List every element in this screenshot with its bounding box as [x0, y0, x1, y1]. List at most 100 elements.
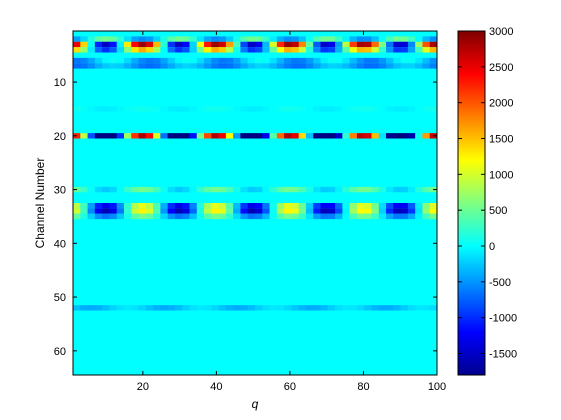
heatmap-cell — [415, 41, 423, 48]
heatmap-cell — [211, 186, 220, 193]
heatmap-cell — [378, 133, 387, 139]
heatmap-cell — [364, 41, 372, 48]
heatmap-cell — [73, 305, 81, 311]
heatmap-cell — [116, 133, 125, 139]
heatmap-cell — [182, 57, 190, 64]
heatmap-cell — [407, 57, 416, 64]
colorbar-tick-label: 1000 — [489, 169, 513, 181]
heatmap-cell — [123, 106, 132, 112]
heatmap-cell — [415, 57, 423, 64]
heatmap-cell — [138, 47, 147, 53]
heatmap-cell — [80, 305, 89, 311]
heatmap-cell — [160, 133, 169, 139]
heatmap-cell — [276, 213, 285, 220]
heatmap-cell — [225, 186, 234, 193]
heatmap-cell — [196, 41, 205, 48]
heatmap-cell — [174, 36, 183, 42]
heatmap-cell — [255, 305, 263, 311]
heatmap-cell — [386, 305, 394, 311]
heatmap-cell — [174, 208, 183, 214]
heatmap-cell — [429, 36, 438, 42]
heatmap-cell — [240, 57, 249, 64]
heatmap-cell — [247, 36, 256, 42]
heatmap-cell — [102, 57, 110, 64]
heatmap-cell — [371, 57, 380, 64]
heatmap-cell — [225, 305, 234, 311]
heatmap-cell — [415, 305, 423, 311]
heatmap-cell — [138, 213, 147, 220]
heatmap-cell — [153, 36, 161, 42]
heatmap-cell — [218, 305, 227, 311]
heatmap-cell — [160, 203, 169, 209]
colorbar-tick-label: -1000 — [489, 313, 517, 325]
heatmap-cell — [393, 36, 402, 42]
heatmap-cell — [94, 208, 103, 214]
heatmap-cell — [305, 41, 314, 48]
heatmap-cell — [269, 133, 278, 139]
heatmap-cell — [284, 106, 292, 112]
heatmap-cell — [400, 106, 409, 112]
heatmap-cell — [407, 203, 416, 209]
heatmap-cell — [247, 203, 256, 209]
heatmap-cell — [327, 41, 336, 48]
heatmap-cell — [196, 305, 205, 311]
heatmap-cell — [313, 213, 322, 220]
heatmap-cell — [218, 47, 227, 53]
heatmap-cell — [393, 41, 402, 48]
heatmap-cell — [364, 57, 372, 64]
heatmap-cell — [116, 47, 125, 53]
heatmap-cell — [262, 203, 271, 209]
heatmap-cell — [167, 305, 176, 311]
heatmap-cell — [87, 305, 96, 311]
heatmap-cell — [298, 41, 307, 48]
y-tick-label: 20 — [54, 131, 66, 143]
heatmap-cell — [145, 133, 154, 139]
colorbar-tick-label: 500 — [489, 205, 507, 217]
heatmap-cell — [145, 186, 154, 193]
y-tick-label: 50 — [54, 292, 66, 304]
heatmap-cell — [109, 133, 118, 139]
heatmap-cell — [131, 41, 140, 48]
heatmap-cell — [138, 186, 147, 193]
heatmap-cell — [233, 36, 241, 42]
heatmap-cell — [415, 47, 423, 53]
heatmap-cell — [269, 106, 278, 112]
heatmap-cell — [262, 106, 271, 112]
heatmap-cell — [342, 305, 351, 311]
heatmap-cell — [284, 47, 292, 53]
colorbar-tick-label: 1500 — [489, 134, 513, 146]
heatmap-cell — [422, 186, 431, 193]
heatmap-cell — [145, 36, 154, 42]
heatmap-cell — [167, 63, 176, 69]
heatmap-cell — [87, 213, 96, 220]
heatmap-cell — [320, 305, 329, 311]
heatmap-cell — [160, 213, 169, 220]
colorbar-ticks: 3000 2500 2000 1500 1000 500 0 -500 -1000 -1500 — [458, 26, 517, 361]
heatmap-cell — [189, 203, 198, 209]
heatmap-cell — [400, 213, 409, 220]
heatmap-cell — [153, 41, 161, 48]
heatmap-cell — [284, 213, 292, 220]
heatmap-cell — [116, 208, 125, 214]
heatmap-cell — [218, 203, 227, 209]
heatmap-cell — [269, 208, 278, 214]
heatmap-cell — [291, 203, 300, 209]
heatmap-cell — [94, 203, 103, 209]
heatmap-cell — [371, 213, 380, 220]
heatmap-cell — [262, 208, 271, 214]
heatmap-cell — [174, 203, 183, 209]
heatmap-cell — [116, 57, 125, 64]
heatmap-cell — [189, 36, 198, 42]
heatmap-cell — [153, 47, 161, 53]
heatmap-cell — [94, 186, 103, 193]
heatmap-cell — [422, 57, 431, 64]
heatmap-cell — [87, 47, 96, 53]
heatmap-cell — [386, 133, 394, 139]
y-tick-label: 10 — [54, 77, 66, 89]
heatmap-cell — [240, 36, 249, 42]
heatmap-cell — [335, 208, 343, 214]
heatmap-cell — [225, 203, 234, 209]
x-tick-label: 20 — [137, 381, 149, 393]
heatmap-cell — [320, 213, 329, 220]
heatmap-cell — [189, 41, 198, 48]
